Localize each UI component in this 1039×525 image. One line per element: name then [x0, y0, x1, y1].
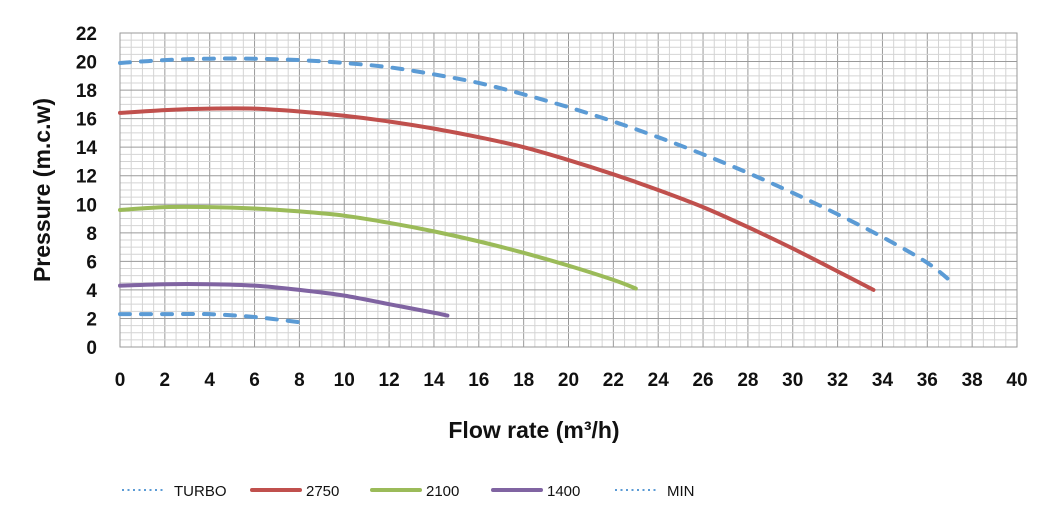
x-tick-label: 32: [827, 370, 848, 391]
y-axis-ticks: 0 2 4 6 8 10 12 14 16 18 20 22: [76, 24, 98, 359]
legend-label: 2750: [306, 483, 339, 500]
legend-item-1400: 1400: [491, 483, 580, 500]
legend-label: TURBO: [174, 483, 227, 500]
legend: TURBO 2750 2100 1400 MIN: [122, 483, 695, 500]
legend-item-min: MIN: [615, 483, 695, 500]
series-2750-line: [118, 106, 876, 292]
x-tick-label: 36: [917, 370, 938, 391]
y-tick-label: 6: [86, 252, 97, 273]
y-tick-label: 8: [86, 224, 97, 245]
y-tick-label: 4: [86, 281, 97, 302]
x-tick-label: 16: [468, 370, 489, 391]
series-2100-line: [118, 204, 638, 291]
x-tick-label: 18: [513, 370, 534, 391]
plot-frame: [119, 32, 1018, 348]
legend-item-turbo: TURBO: [122, 483, 227, 500]
x-tick-label: 22: [603, 370, 624, 391]
y-tick-label: 12: [76, 167, 97, 188]
x-tick-label: 8: [294, 370, 305, 391]
x-tick-label: 30: [782, 370, 803, 391]
series-1400-line: [118, 282, 450, 318]
x-tick-label: 38: [962, 370, 983, 391]
y-tick-label: 0: [86, 338, 97, 359]
x-tick-label: 2: [160, 370, 171, 391]
x-axis-title: Flow rate (m³/h): [448, 417, 619, 443]
x-tick-label: 4: [204, 370, 215, 391]
y-tick-label: 14: [76, 138, 98, 159]
x-tick-label: 40: [1006, 370, 1027, 391]
legend-label: 2100: [426, 483, 459, 500]
x-tick-label: 20: [558, 370, 579, 391]
y-tick-label: 2: [86, 309, 97, 330]
y-tick-label: 20: [76, 53, 97, 74]
y-tick-label: 18: [76, 81, 97, 102]
x-tick-label: 28: [737, 370, 758, 391]
curves: [118, 56, 957, 325]
series-turbo-line: [118, 56, 957, 287]
x-tick-label: 0: [115, 370, 126, 391]
x-tick-label: 10: [334, 370, 355, 391]
y-tick-label: 10: [76, 195, 97, 216]
x-tick-label: 26: [692, 370, 713, 391]
x-tick-label: 14: [423, 370, 445, 391]
x-axis-ticks: 0 2 4 6 8 10 12 14 16 18 20 22 24 26 28 30 32 34 36 38 40: [115, 370, 1028, 391]
series-min-line: [118, 311, 306, 325]
x-tick-label: 24: [648, 370, 670, 391]
x-tick-label: 34: [872, 370, 894, 391]
y-tick-label: 22: [76, 24, 97, 45]
grid: [119, 32, 1018, 348]
legend-label: 1400: [547, 483, 580, 500]
y-tick-label: 16: [76, 110, 97, 131]
legend-item-2750: 2750: [250, 483, 339, 500]
legend-item-2100: 2100: [370, 483, 459, 500]
legend-label: MIN: [667, 483, 695, 500]
x-tick-label: 12: [379, 370, 400, 391]
x-tick-label: 6: [249, 370, 260, 391]
y-axis-title: Pressure (m.c.w): [29, 98, 55, 282]
